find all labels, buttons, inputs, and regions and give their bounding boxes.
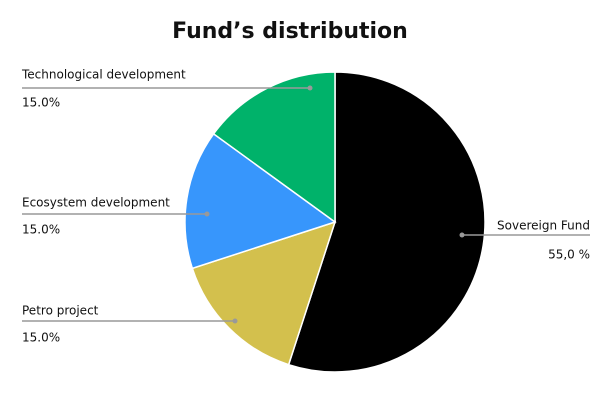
pie-slice bbox=[184, 132, 337, 270]
value-label: 15.0% bbox=[22, 331, 60, 345]
slice-label: Sovereign Fund bbox=[497, 219, 590, 233]
value-label: 15.0% bbox=[22, 223, 60, 237]
slice-label: Ecosystem development bbox=[22, 196, 170, 210]
slice-label: Technological development bbox=[21, 68, 186, 82]
leader-dot bbox=[459, 232, 465, 238]
slice-label: Petro project bbox=[22, 304, 99, 318]
leader-dot bbox=[204, 211, 210, 217]
leader-dot bbox=[307, 85, 313, 91]
pie-slice bbox=[191, 220, 337, 366]
leader-dot bbox=[232, 318, 238, 324]
pie-slice bbox=[287, 71, 486, 373]
value-label: 15.0% bbox=[22, 96, 60, 110]
chart-title: Fund’s distribution bbox=[172, 19, 408, 44]
value-label: 55,0 % bbox=[548, 248, 590, 262]
